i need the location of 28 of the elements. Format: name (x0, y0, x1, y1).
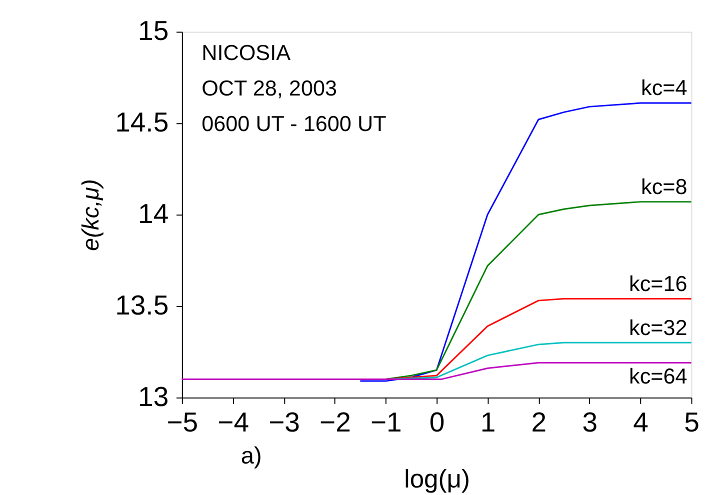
x-tick-label: 2 (531, 406, 547, 438)
x-tick-label: −3 (268, 406, 300, 438)
x-tick-label: −2 (320, 406, 351, 438)
y-tick-label: 14 (138, 198, 169, 229)
annotation: 0600 UT - 1600 UT (202, 111, 386, 136)
series-label: kc=4 (641, 75, 688, 100)
x-tick-label: 4 (633, 406, 648, 438)
x-tick-label: 0 (429, 406, 445, 438)
annotation: OCT 28, 2003 (202, 76, 338, 101)
y-tick-label: 13 (138, 380, 169, 412)
y-tick-label: 13.5 (115, 289, 169, 320)
x-tick-label: 1 (480, 406, 496, 438)
x-tick-label: 3 (582, 406, 598, 438)
series-label: kc=16 (629, 270, 688, 296)
annotation: NICOSIA (202, 40, 292, 66)
x-tick-label: −1 (370, 406, 402, 438)
y-axis-title: e(kc,μ) (77, 179, 104, 252)
x-tick-label: −4 (218, 406, 250, 438)
x-axis-title: log(μ) (404, 465, 470, 494)
y-tick-label: 14.5 (115, 106, 169, 138)
x-tick-label: −5 (166, 406, 198, 438)
text: a) (240, 442, 262, 468)
series-label: kc=32 (629, 314, 688, 340)
series-label: kc=64 (629, 363, 688, 388)
series-label: kc=8 (641, 174, 688, 199)
y-tick-label: 15 (138, 15, 169, 46)
x-tick-label: 5 (684, 406, 700, 438)
line-series (359, 102, 692, 382)
